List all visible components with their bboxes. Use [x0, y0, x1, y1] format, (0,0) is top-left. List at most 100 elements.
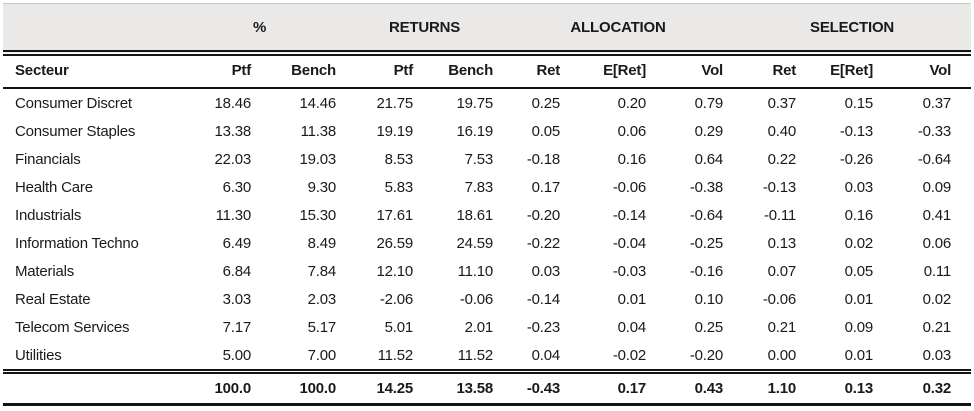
value-cell: 18.61 [456, 206, 494, 224]
value-cell: 7.84 [307, 262, 337, 280]
column-header: E[Ret] [806, 53, 884, 89]
column-header-row: Secteur Ptf Bench Ptf Bench Ret E[Ret] Vol Ret E[… [3, 53, 972, 89]
value-cell: 0.03 [531, 262, 561, 280]
value-cell: -0.20 [689, 346, 724, 364]
table-row: Telecom Services 7.17 5.17 5.01 2.01 -0.23 0.0… [3, 313, 971, 341]
value-cell: 19.75 [456, 94, 494, 112]
column-header: Bench [261, 53, 347, 89]
value-cell: -0.16 [689, 262, 724, 280]
table-row: Financials 22.03 19.03 8.53 7.53 -0.18 0.16 0.6… [3, 145, 971, 173]
value-cell: 0.06 [922, 234, 952, 252]
value-cell: 18.46 [214, 94, 251, 112]
group-header-returns: RETURNS [346, 3, 504, 56]
table-row: Information Techno 6.49 8.49 26.59 24.59 -0.2… [3, 229, 971, 257]
value-cell: 0.37 [922, 94, 952, 112]
value-cell: -0.33 [917, 122, 952, 140]
value-cell: -0.20 [526, 206, 561, 224]
value-cell: 19.19 [376, 122, 414, 140]
value-cell: 0.01 [617, 290, 647, 308]
value-cell: 0.13 [767, 234, 797, 252]
value-cell: 12.10 [376, 262, 414, 280]
value-cell: 0.03 [844, 178, 874, 196]
value-cell: 0.21 [922, 318, 952, 336]
sector-name: Telecom Services [15, 318, 130, 336]
value-cell: 0.02 [922, 290, 952, 308]
value-cell: 0.00 [767, 346, 797, 364]
value-cell: 19.03 [299, 150, 337, 168]
value-cell: 7.53 [464, 150, 494, 168]
total-value-cell: 0.43 [656, 369, 734, 406]
value-cell: 15.30 [299, 206, 337, 224]
total-value-cell: -0.43 [503, 369, 571, 406]
value-cell: -0.06 [612, 178, 647, 196]
value-cell: 6.49 [222, 234, 252, 252]
value-cell: 14.46 [299, 94, 337, 112]
value-cell: 11.52 [457, 346, 494, 364]
value-cell: 7.17 [222, 318, 252, 336]
value-cell: 2.03 [307, 290, 337, 308]
group-header-selection: SELECTION [733, 3, 972, 56]
value-cell: 0.10 [694, 290, 724, 308]
value-cell: -0.14 [612, 206, 647, 224]
total-row-empty [3, 369, 173, 406]
total-value-cell: 100.0 [261, 369, 347, 406]
column-header: Ret [733, 53, 807, 89]
value-cell: 0.16 [617, 150, 647, 168]
value-cell: 0.37 [767, 94, 797, 112]
total-value-cell: 0.13 [806, 369, 884, 406]
value-cell: 11.38 [300, 122, 337, 140]
sector-name: Consumer Staples [15, 122, 136, 140]
table-row: Materials 6.84 7.84 12.10 11.10 0.03 -0.03 -0.1… [3, 257, 971, 285]
value-cell: 24.59 [456, 234, 494, 252]
total-value-cell: 1.10 [733, 369, 807, 406]
attribution-table: % RETURNS ALLOCATION SELECTION Secteur Pt… [3, 3, 972, 406]
value-cell: 22.03 [214, 150, 251, 168]
group-header-percent: % [173, 3, 347, 56]
value-cell: -0.64 [917, 150, 952, 168]
value-cell: 0.02 [844, 234, 874, 252]
table-row: Health Care 6.30 9.30 5.83 7.83 0.17 -0.06 -0.3… [3, 173, 971, 201]
value-cell: 0.06 [617, 122, 647, 140]
value-cell: -0.14 [526, 290, 561, 308]
table-row: Consumer Staples 13.38 11.38 19.19 16.19 0.05… [3, 117, 971, 145]
column-header: Ptf [346, 53, 424, 89]
value-cell: -0.22 [526, 234, 561, 252]
value-cell: 0.29 [694, 122, 724, 140]
value-cell: 8.49 [307, 234, 337, 252]
total-value-cell: 100.0 [173, 369, 261, 406]
table-row: Utilities 5.00 7.00 11.52 11.52 0.04 -0.02 -0.2… [3, 341, 971, 372]
total-value-cell: 13.58 [423, 369, 504, 406]
value-cell: 0.01 [844, 346, 874, 364]
value-cell: 5.17 [307, 318, 337, 336]
value-cell: 0.25 [531, 94, 561, 112]
value-cell: 0.17 [531, 178, 561, 196]
column-header: Bench [423, 53, 504, 89]
sector-name: Health Care [15, 178, 93, 196]
value-cell: 13.38 [214, 122, 251, 140]
value-cell: 3.03 [222, 290, 252, 308]
value-cell: 0.07 [767, 262, 797, 280]
value-cell: -0.03 [612, 262, 647, 280]
value-cell: 26.59 [376, 234, 414, 252]
table-body: Consumer Discret 18.46 14.46 21.75 19.75 0.25… [3, 88, 971, 372]
sector-name: Real Estate [15, 290, 91, 308]
value-cell: 0.04 [531, 346, 561, 364]
value-cell: 0.09 [922, 178, 952, 196]
value-cell: 0.04 [617, 318, 647, 336]
value-cell: 0.41 [922, 206, 952, 224]
sector-name: Industrials [15, 206, 82, 224]
sector-name: Financials [15, 150, 81, 168]
column-header-secteur: Secteur [3, 53, 173, 89]
column-header: Ret [503, 53, 571, 89]
value-cell: 0.40 [767, 122, 797, 140]
value-cell: 0.05 [531, 122, 561, 140]
value-cell: -0.64 [689, 206, 724, 224]
value-cell: 0.01 [844, 290, 874, 308]
column-header: Ptf [173, 53, 261, 89]
value-cell: 0.05 [844, 262, 874, 280]
column-header: Vol [656, 53, 734, 89]
value-cell: 0.15 [844, 94, 874, 112]
value-cell: 0.20 [617, 94, 647, 112]
value-cell: -0.23 [526, 318, 561, 336]
sector-name: Utilities [15, 346, 62, 364]
